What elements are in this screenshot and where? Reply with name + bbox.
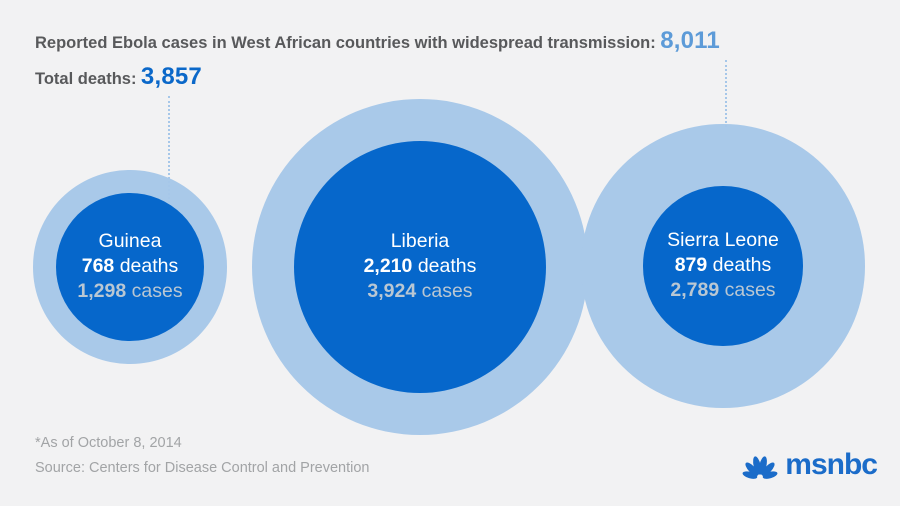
msnbc-wordmark: msnbc bbox=[785, 448, 878, 481]
msnbc-logo: msnbc bbox=[741, 448, 878, 481]
total-cases-value: 8,011 bbox=[660, 27, 720, 54]
source-note: Source: Centers for Disease Control and … bbox=[35, 460, 370, 476]
nbc-peacock-icon bbox=[742, 455, 778, 479]
liberia-label: Liberia 2,210 deaths 3,924 cases bbox=[364, 229, 477, 304]
liberia-deaths-circle: Liberia 2,210 deaths 3,924 cases bbox=[293, 140, 547, 394]
guinea-deaths-circle: Guinea 768 deaths 1,298 cases bbox=[55, 192, 205, 342]
title-line-deaths: Total deaths: 3,857 bbox=[35, 60, 720, 96]
total-deaths-value: 3,857 bbox=[140, 63, 202, 90]
deaths-line: 768 deaths bbox=[81, 255, 179, 278]
cases-line: 3,924 cases bbox=[367, 280, 473, 303]
country-name: Guinea bbox=[98, 230, 162, 253]
deaths-line: 879 deaths bbox=[674, 254, 772, 277]
country-name: Sierra Leone bbox=[667, 229, 779, 252]
deaths-line: 2,210 deaths bbox=[363, 255, 477, 278]
title-deaths-text: Total deaths: bbox=[35, 70, 137, 88]
chart-title: Reported Ebola cases in West African cou… bbox=[35, 24, 720, 96]
cases-line: 1,298 cases bbox=[77, 280, 183, 303]
sierra-leone-deaths-circle: Sierra Leone 879 deaths 2,789 cases bbox=[643, 186, 803, 346]
dotted-connector-total-deaths bbox=[168, 96, 170, 203]
sierra-leone-label: Sierra Leone 879 deaths 2,789 cases bbox=[667, 228, 779, 303]
title-line-cases: Reported Ebola cases in West African cou… bbox=[35, 24, 720, 60]
country-name: Liberia bbox=[390, 230, 450, 253]
title-cases-text: Reported Ebola cases in West African cou… bbox=[35, 34, 656, 52]
as-of-date-note: *As of October 8, 2014 bbox=[35, 435, 182, 451]
dotted-connector-total-cases bbox=[725, 60, 727, 127]
cases-line: 2,789 cases bbox=[670, 279, 776, 302]
guinea-label: Guinea 768 deaths 1,298 cases bbox=[77, 229, 182, 304]
